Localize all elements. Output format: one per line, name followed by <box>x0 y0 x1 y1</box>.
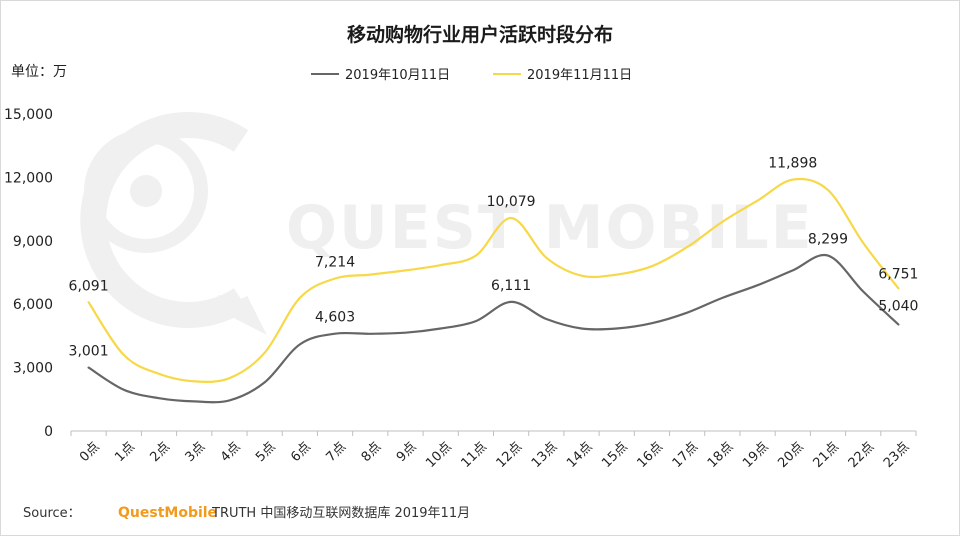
data-label-series-2: 10,079 <box>487 194 536 210</box>
y-tick-label: 6,000 <box>13 297 53 313</box>
x-tick-label: 3点 <box>183 439 209 465</box>
data-label-series-1: 6,111 <box>491 278 531 294</box>
series-layer <box>87 177 900 404</box>
legend-label-series-1: 2019年10月11日 <box>345 68 450 83</box>
x-tick-label: 18点 <box>705 439 736 470</box>
x-tick-label: 16点 <box>634 439 665 470</box>
x-tick-label: 12点 <box>494 439 525 470</box>
y-tick-label: 9,000 <box>13 234 53 250</box>
x-axis: 0点 1点 2点 3点 4点 5点 6点 7点 8点 9点 10点 11点 12点 13点 14点 15点 16… <box>70 430 917 471</box>
series-line-1 <box>87 253 900 404</box>
x-tick-label: 5点 <box>253 439 279 465</box>
x-tick-label: 17点 <box>670 439 701 470</box>
watermark: QUEST MOBILE <box>80 112 814 336</box>
x-tick-label: 23点 <box>881 439 912 470</box>
data-labels: 3,001 4,603 6,111 8,299 5,040 6,091 7,214 10,07… <box>69 156 919 360</box>
data-label-series-1: 4,603 <box>315 310 355 326</box>
source-brand: QuestMobile <box>118 505 217 521</box>
x-tick-label: 13点 <box>529 439 560 470</box>
x-tick-label: 10点 <box>423 439 454 470</box>
y-tick-label: 12,000 <box>4 170 53 186</box>
data-label-series-2: 6,751 <box>878 266 918 282</box>
x-tick-label: 19点 <box>740 439 771 470</box>
x-tick-label: 6点 <box>288 439 314 465</box>
watermark-text: QUEST MOBILE <box>286 193 814 263</box>
x-tick-label: 9点 <box>394 439 420 465</box>
data-label-series-2: 7,214 <box>315 255 355 271</box>
x-tick-label: 15点 <box>599 439 630 470</box>
y-tick-label: 3,000 <box>13 361 53 377</box>
x-tick-label: 1点 <box>112 439 138 465</box>
x-tick-label: 20点 <box>775 439 806 470</box>
x-tick-label: 4点 <box>218 439 244 465</box>
source-prefix: Source： <box>23 506 81 521</box>
legend-label-series-2: 2019年11月11日 <box>527 68 632 83</box>
data-label-series-1: 5,040 <box>878 298 918 314</box>
data-label-series-1: 8,299 <box>808 232 848 248</box>
x-tick-label: 8点 <box>359 439 385 465</box>
x-tick-label: 14点 <box>564 439 595 470</box>
data-label-series-2: 6,091 <box>69 278 109 294</box>
data-label-series-1: 3,001 <box>69 344 109 360</box>
source-note: Source： QuestMobile TRUTH 中国移动互联网数据库 201… <box>23 505 470 521</box>
x-tick-label: 0点 <box>77 439 103 465</box>
x-tick-label: 7点 <box>323 439 349 465</box>
y-tick-label: 15,000 <box>4 107 53 123</box>
x-tick-label: 2点 <box>147 439 173 465</box>
legend: 2019年10月11日 2019年11月11日 <box>311 68 632 83</box>
source-rest: TRUTH 中国移动互联网数据库 2019年11月 <box>211 505 470 521</box>
unit-label: 单位：万 <box>11 64 67 80</box>
data-label-series-2: 11,898 <box>768 156 817 172</box>
watermark-logo-icon <box>80 112 267 336</box>
x-tick-label: 22点 <box>846 439 877 470</box>
series-line-2 <box>87 177 900 383</box>
chart-title: 移动购物行业用户活跃时段分布 <box>347 23 613 46</box>
y-axis: 0 3,000 6,000 9,000 12,000 15,000 <box>4 107 53 440</box>
x-tick-label: 11点 <box>458 439 489 470</box>
x-tick-label: 21点 <box>811 439 842 470</box>
y-tick-label: 0 <box>44 424 53 440</box>
